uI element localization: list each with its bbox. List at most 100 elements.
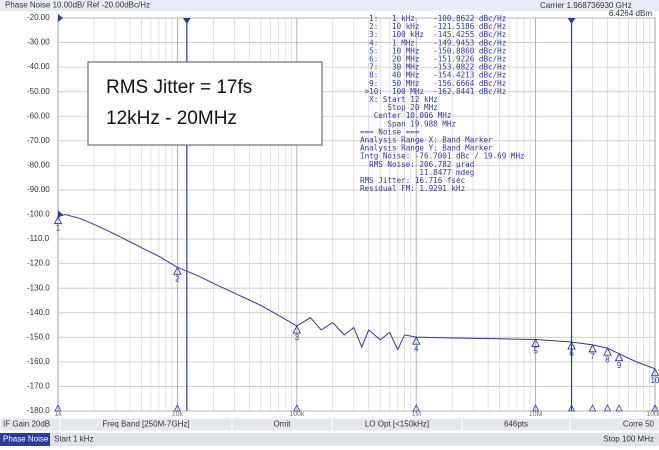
y-tick-label: -80.00 (27, 160, 50, 169)
y-tick-label: -150.0 (27, 332, 50, 341)
table-row: 2: 10 kHz -121.5186 dBc/Hz (360, 22, 506, 31)
table-row: 8: 40 MHz -154.4213 dBc/Hz (360, 71, 506, 80)
marker-label: 9 (617, 361, 622, 370)
y-tick-label: -40.00 (27, 62, 50, 71)
marker-table: 1: 1 kHz -100.8622 dBc/Hz 2: 10 kHz -121… (360, 14, 525, 193)
status-bar: IF Gain 20dB Freq Band [250M-7GHz] Omit LO … (0, 417, 659, 432)
marker-foot (293, 404, 301, 412)
table-row: 7: 30 MHz -153.0822 dBc/Hz (360, 63, 506, 72)
marker-label: 1 (56, 224, 61, 233)
x-tick-label: 1k (54, 411, 62, 418)
marker-label: 7 (590, 352, 595, 361)
table-row: RMS Jitter: 16.716 fsec (360, 176, 465, 185)
marker-foot (412, 404, 420, 412)
status-text: LO Opt [<150kHz] (365, 420, 429, 429)
table-row: RMS Noise: 206.782 µrad (360, 160, 474, 169)
start-label: Start 1 kHz (54, 435, 94, 444)
x-tick-label: 1M (411, 411, 421, 418)
x-tick-label: 10M (529, 411, 543, 418)
marker-label: 5 (533, 347, 538, 356)
table-row: Stop 20 MHz (360, 103, 438, 112)
marker-label: 8 (605, 355, 610, 364)
annotation: RMS Jitter = 17fs (106, 77, 252, 98)
marker (567, 341, 576, 350)
marker-label: 2 (175, 274, 180, 283)
y-tick-label: -20.00 (27, 13, 50, 22)
header-title: Phase Noise 10.00dB/ Ref -20.00dBc/Hz (5, 1, 150, 10)
marker-foot (567, 404, 576, 412)
marker-foot (603, 404, 612, 412)
marker (53, 215, 63, 225)
marker-foot (173, 404, 182, 412)
band-marker-arrow (182, 18, 191, 24)
table-row: Center 10.006 MHz (360, 111, 451, 120)
marker (531, 338, 540, 347)
y-tick-label: -140.0 (27, 308, 50, 317)
table-row: 9: 50 MHz -156.6664 dBc/Hz (360, 79, 506, 88)
y-tick-label: -170.0 (27, 382, 50, 391)
stop-label: Stop 100 MHz (603, 435, 654, 444)
y-tick-label: -100.0 (27, 210, 50, 219)
y-tick-label: -30.00 (27, 38, 50, 47)
marker-label: 4 (414, 344, 419, 353)
marker (614, 352, 624, 362)
y-tick-label: -160.0 (27, 357, 50, 366)
trace (57, 213, 656, 370)
y-tick-label: -70.00 (27, 136, 50, 145)
status-text: Freq Band [250M-7GHz] (102, 420, 189, 429)
table-row: === Noise === (360, 127, 420, 136)
marker-foot (54, 404, 62, 412)
y-tick-label: -60.00 (27, 111, 50, 120)
y-tick-label: -90.00 (27, 185, 50, 194)
x-tick-label: 100k (289, 411, 305, 418)
table-row: >10: 100 MHz -162.8441 dBc/Hz (360, 87, 506, 96)
marker-label: 10 (651, 376, 659, 385)
annotation: 12kHz - 20MHz (106, 108, 237, 129)
band-marker-arrow (567, 18, 576, 24)
marker (588, 343, 597, 353)
carrier: Carrier 1.968736930 GHz (540, 1, 632, 10)
marker (650, 367, 659, 377)
y-tick-label: -180.0 (27, 406, 50, 415)
status-text: Corre 50 (623, 420, 655, 429)
footer-bar (0, 433, 659, 446)
x-tick-label: 10k (172, 411, 184, 418)
power: 6.4264 dBm (609, 9, 652, 18)
table-row: Intg Noise: -76.7001 dBc / 19.69 MHz (360, 152, 525, 161)
mode-tab[interactable] (0, 433, 50, 446)
table-row: Analysis Range X: Band Marker (360, 136, 493, 145)
y-tick-label: -120.0 (27, 259, 50, 268)
marker-foot (531, 404, 540, 412)
table-row: 11.8477 mdeg (360, 168, 474, 177)
mode-label[interactable]: Phase Noise (3, 435, 49, 444)
marker-label: 6 (569, 349, 574, 358)
table-row: 5: 10 MHz -150.8860 dBc/Hz (360, 46, 506, 55)
marker-label: 3 (295, 333, 300, 342)
ref-arrow (58, 210, 63, 219)
table-row: 1: 1 kHz -100.8622 dBc/Hz (360, 14, 506, 23)
header-bar (0, 0, 659, 11)
marker (292, 325, 302, 334)
marker (603, 347, 612, 356)
ref-arrow (58, 14, 63, 22)
table-row: 4: 1 MHz -149.9453 dBc/Hz (360, 38, 506, 47)
table-row: Residual FM: 1.9291 kHz (360, 184, 465, 193)
y-tick-label: -110.0 (27, 234, 50, 243)
status-cell (569, 417, 659, 432)
table-row: 6: 20 MHz -151.9226 dBc/Hz (360, 55, 506, 64)
y-tick-label: -130.0 (27, 283, 50, 292)
annotation-box (87, 61, 323, 146)
status-text: 646pts (504, 420, 528, 429)
data-layer: 1 2 3 4 5 6 7 89 10 (53, 14, 659, 412)
table-row: Analysis Range Y: Band Marker (360, 144, 493, 153)
marker (173, 266, 182, 275)
y-tick-label: -50.00 (27, 87, 50, 96)
marker (411, 336, 421, 345)
status-text: IF Gain 20dB (3, 420, 50, 429)
table-row: Span 19.988 MHz (360, 119, 456, 128)
marker-foot (651, 404, 659, 412)
marker-foot (588, 404, 597, 412)
table-row: X: Start 12 kHz (360, 95, 438, 104)
